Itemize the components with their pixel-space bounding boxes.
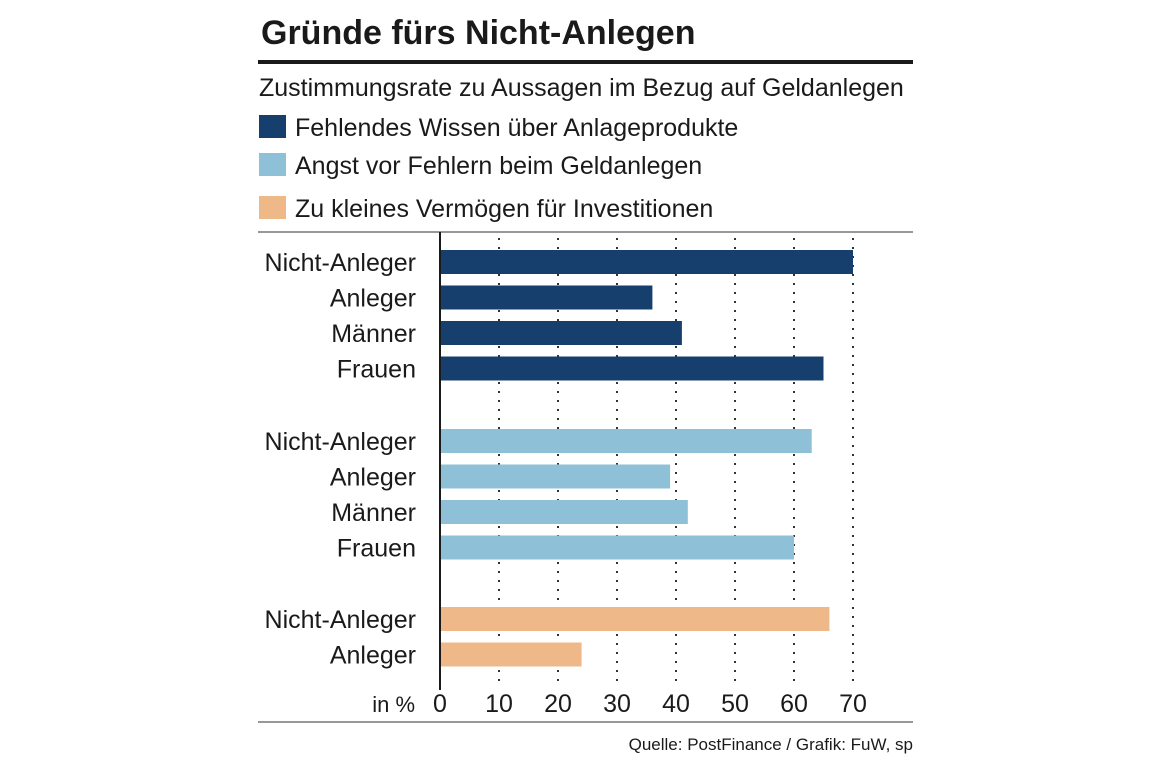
x-tick-label: 70 (839, 690, 867, 718)
bar (441, 464, 671, 489)
x-tick-label: 60 (780, 690, 808, 718)
legend-label-angst: Angst vor Fehlern beim Geldanlegen (295, 152, 702, 180)
bar (441, 535, 794, 560)
legend-label-vermoegen: Zu kleines Vermögen für Investitionen (295, 195, 713, 223)
x-axis-ticks: 0 10 20 30 40 50 60 70 (433, 690, 867, 718)
category-label: Männer (331, 320, 416, 348)
bar (441, 356, 824, 381)
category-label: Nicht-Anleger (265, 606, 416, 634)
category-label: Anleger (330, 285, 416, 313)
chart-subtitle: Zustimmungsrate zu Aussagen im Bezug auf… (259, 74, 904, 102)
bar (441, 429, 812, 453)
legend: Fehlendes Wissen über Anlageprodukte Ang… (259, 114, 738, 223)
bar (441, 500, 688, 524)
x-tick-label: 50 (721, 690, 749, 718)
category-labels: Nicht-Anleger Anleger Männer Frauen Nicht-An… (265, 249, 416, 670)
x-tick-label: 30 (603, 690, 631, 718)
title-rule (258, 60, 913, 64)
bar (441, 250, 853, 274)
category-label: Nicht-Anleger (265, 428, 416, 456)
x-tick-label: 0 (433, 690, 447, 718)
legend-swatch-angst (259, 153, 286, 176)
source-note: Quelle: PostFinance / Grafik: FuW, sp (629, 735, 913, 754)
bar (441, 285, 653, 310)
category-label: Frauen (337, 356, 416, 384)
unit-label: in % (372, 692, 415, 717)
category-label: Nicht-Anleger (265, 249, 416, 277)
category-label: Anleger (330, 642, 416, 670)
category-label: Anleger (330, 464, 416, 492)
category-label: Frauen (337, 535, 416, 563)
bar (441, 642, 582, 667)
legend-swatch-wissen (259, 115, 286, 138)
x-tick-label: 40 (662, 690, 690, 718)
bars (441, 250, 853, 667)
chart-title: Gründe fürs Nicht-Anlegen (261, 14, 695, 52)
x-tick-label: 20 (544, 690, 572, 718)
legend-label-wissen: Fehlendes Wissen über Anlageprodukte (295, 114, 738, 142)
legend-swatch-vermoegen (259, 196, 286, 219)
bar (441, 321, 682, 345)
bar (441, 607, 830, 631)
category-label: Männer (331, 499, 416, 527)
x-tick-label: 10 (485, 690, 513, 718)
